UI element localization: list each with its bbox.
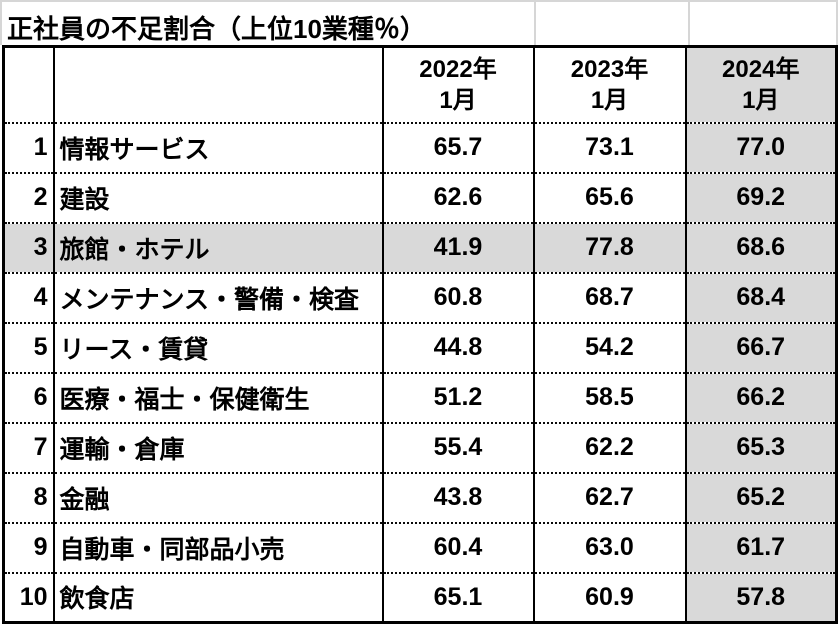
value-cell: 54.2 bbox=[532, 321, 686, 373]
value-cell: 62.2 bbox=[532, 421, 686, 473]
column-header-2024: 2024年 1月 bbox=[684, 46, 837, 123]
table-row-highlighted: 3 旅館・ホテル 41.9 77.8 68.6 bbox=[3, 221, 837, 273]
value-cell: 73.1 bbox=[532, 121, 686, 173]
shortage-table: 2022年 1月 2023年 1月 2024年 1月 1 情報サービス 65.7… bbox=[2, 45, 838, 624]
rank-cell: 2 bbox=[3, 171, 54, 223]
value-cell: 55.4 bbox=[381, 421, 534, 473]
table-header-row: 2022年 1月 2023年 1月 2024年 1月 bbox=[4, 46, 837, 123]
value-cell: 43.8 bbox=[381, 471, 534, 523]
industry-cell: 飲食店 bbox=[52, 571, 383, 623]
value-cell: 61.7 bbox=[684, 521, 837, 573]
rank-cell: 9 bbox=[3, 521, 54, 573]
value-cell: 57.8 bbox=[684, 571, 837, 623]
value-cell: 66.7 bbox=[684, 321, 837, 373]
value-cell: 62.7 bbox=[532, 471, 686, 523]
column-header-2023: 2023年 1月 bbox=[532, 46, 686, 123]
corner-cell bbox=[4, 47, 54, 123]
table-row: 2 建設 62.6 65.6 69.2 bbox=[3, 171, 837, 223]
rank-cell: 7 bbox=[3, 421, 54, 473]
value-cell: 66.2 bbox=[684, 371, 837, 423]
value-cell: 58.5 bbox=[532, 371, 686, 423]
table-row: 1 情報サービス 65.7 73.1 77.0 bbox=[3, 121, 837, 173]
value-cell: 69.2 bbox=[684, 171, 837, 223]
rank-cell: 5 bbox=[3, 321, 54, 373]
value-cell: 65.2 bbox=[684, 471, 837, 523]
table-row: 8 金融 43.8 62.7 65.2 bbox=[3, 471, 837, 523]
value-cell: 44.8 bbox=[381, 321, 534, 373]
table-row: 4 メンテナンス・警備・検査 60.8 68.7 68.4 bbox=[3, 271, 837, 323]
rank-cell: 6 bbox=[3, 371, 54, 423]
industry-cell: 自動車・同部品小売 bbox=[52, 521, 383, 573]
value-cell: 63.0 bbox=[532, 521, 686, 573]
industry-cell: メンテナンス・警備・検査 bbox=[52, 271, 383, 323]
industry-cell: 情報サービス bbox=[52, 121, 383, 173]
industry-cell: 建設 bbox=[52, 171, 383, 223]
value-cell: 41.9 bbox=[381, 221, 534, 273]
value-cell: 51.2 bbox=[381, 371, 534, 423]
industry-cell: 旅館・ホテル bbox=[52, 221, 383, 273]
table-row: 6 医療・福士・保健衛生 51.2 58.5 66.2 bbox=[3, 371, 837, 423]
value-cell: 65.7 bbox=[381, 121, 534, 173]
table-row: 7 運輸・倉庫 55.4 62.2 65.3 bbox=[3, 421, 837, 473]
value-cell: 60.9 bbox=[532, 571, 686, 623]
value-cell: 60.8 bbox=[381, 271, 534, 323]
gridline bbox=[534, 2, 536, 47]
value-cell: 65.1 bbox=[381, 571, 534, 623]
rank-cell: 1 bbox=[3, 121, 54, 173]
value-cell: 77.0 bbox=[684, 121, 837, 173]
value-cell: 60.4 bbox=[381, 521, 534, 573]
value-cell: 65.6 bbox=[532, 171, 686, 223]
rank-cell: 3 bbox=[3, 221, 54, 273]
gridline bbox=[688, 2, 690, 47]
industry-cell: リース・賃貸 bbox=[52, 321, 383, 373]
table-row: 5 リース・賃貸 44.8 54.2 66.7 bbox=[3, 321, 837, 373]
title-band bbox=[0, 0, 838, 47]
value-cell: 68.7 bbox=[532, 271, 686, 323]
table-row: 10 飲食店 65.1 60.9 57.8 bbox=[3, 571, 837, 623]
page-title: 正社員の不足割合（上位10業種％） bbox=[7, 14, 426, 44]
industry-cell: 金融 bbox=[52, 471, 383, 523]
value-cell: 62.6 bbox=[381, 171, 534, 223]
industry-cell: 運輸・倉庫 bbox=[52, 421, 383, 473]
value-cell: 68.6 bbox=[684, 221, 837, 273]
value-cell: 65.3 bbox=[684, 421, 837, 473]
industry-cell: 医療・福士・保健衛生 bbox=[52, 371, 383, 423]
table-row: 9 自動車・同部品小売 60.4 63.0 61.7 bbox=[3, 521, 837, 573]
rank-cell: 4 bbox=[3, 271, 54, 323]
rank-cell: 8 bbox=[3, 471, 54, 523]
column-header-2022: 2022年 1月 bbox=[381, 46, 534, 123]
value-cell: 68.4 bbox=[684, 271, 837, 323]
rank-cell: 10 bbox=[3, 571, 54, 623]
value-cell: 77.8 bbox=[532, 221, 686, 273]
industry-header-cell bbox=[52, 46, 383, 123]
